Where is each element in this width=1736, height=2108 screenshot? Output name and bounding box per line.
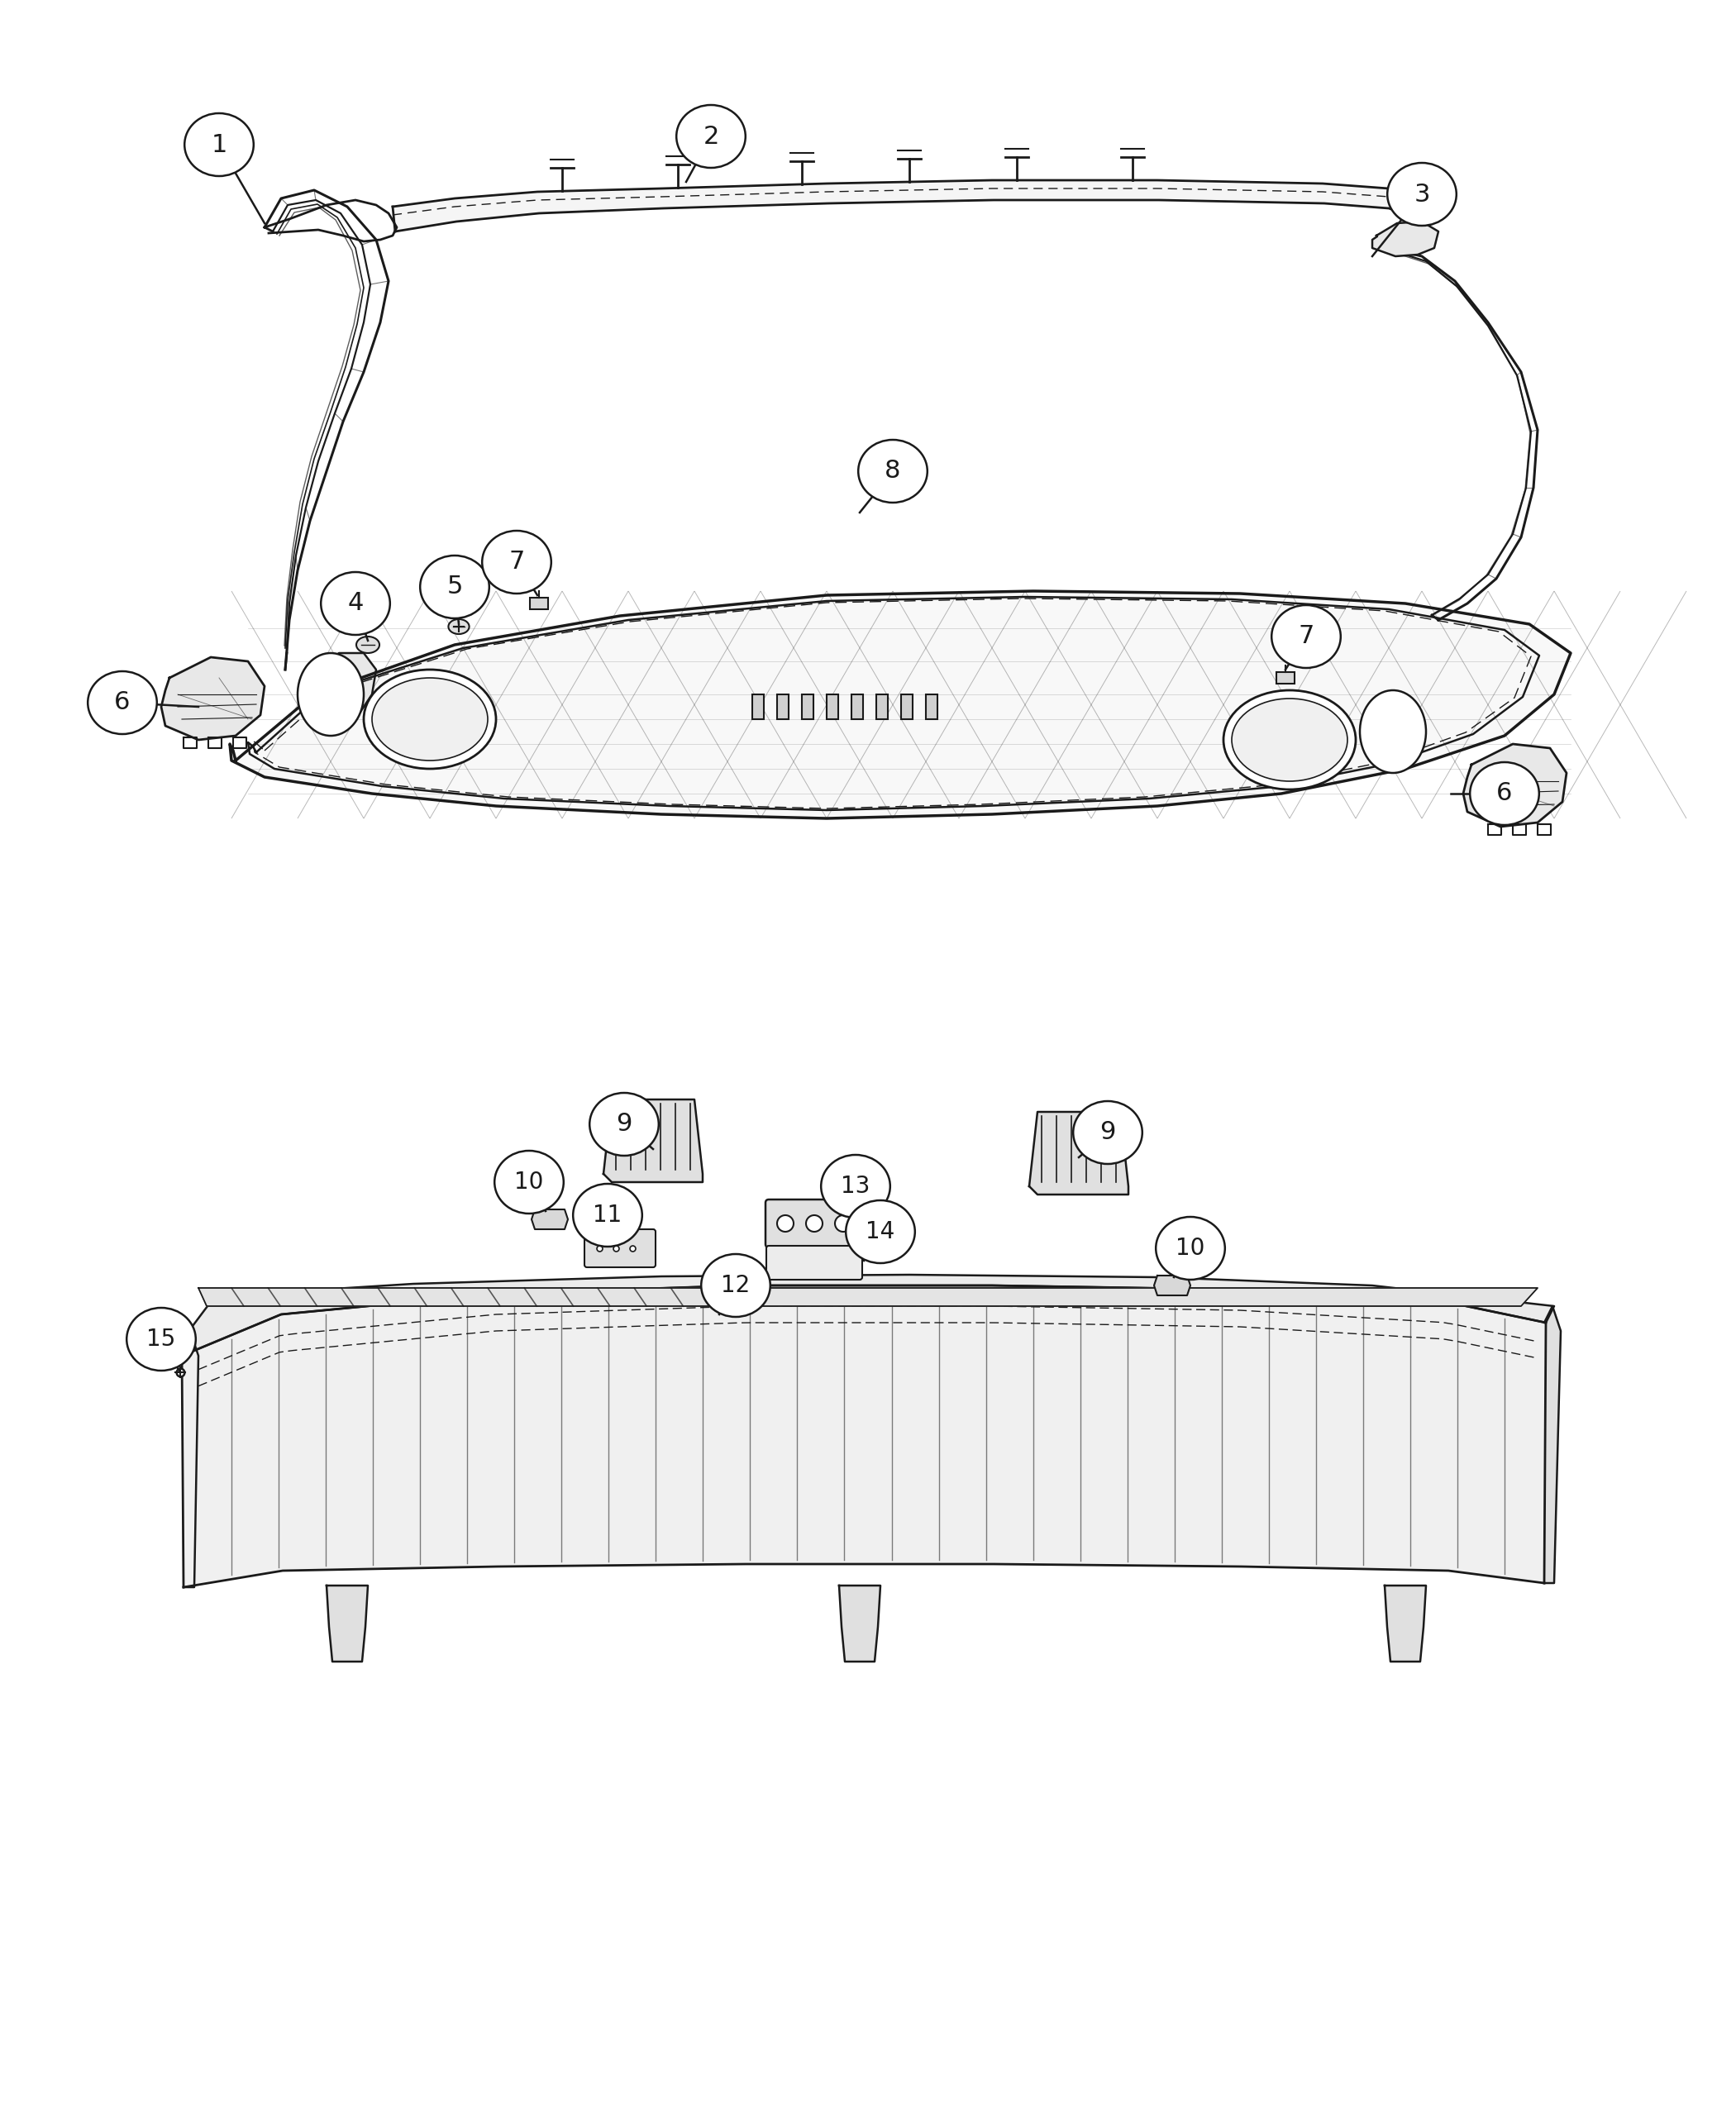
Ellipse shape [321, 571, 391, 635]
Ellipse shape [184, 114, 253, 177]
Bar [752, 694, 764, 719]
Ellipse shape [821, 1155, 891, 1218]
Ellipse shape [701, 1254, 771, 1318]
Ellipse shape [1387, 162, 1457, 226]
Ellipse shape [677, 105, 745, 169]
Ellipse shape [372, 679, 488, 761]
Text: 4: 4 [347, 592, 363, 616]
Bar [925, 694, 937, 719]
Ellipse shape [127, 1307, 196, 1370]
FancyBboxPatch shape [585, 1229, 656, 1267]
Bar [778, 694, 788, 719]
Ellipse shape [448, 620, 469, 635]
Text: 14: 14 [866, 1221, 896, 1244]
Text: 5: 5 [446, 575, 464, 599]
Text: 11: 11 [594, 1204, 621, 1227]
Polygon shape [326, 1585, 368, 1661]
Circle shape [835, 1214, 851, 1231]
Ellipse shape [1233, 698, 1347, 782]
Circle shape [806, 1214, 823, 1231]
Ellipse shape [573, 1185, 642, 1246]
Text: 8: 8 [885, 460, 901, 483]
Ellipse shape [1359, 689, 1425, 774]
FancyBboxPatch shape [766, 1246, 863, 1280]
Circle shape [778, 1214, 793, 1231]
Text: 9: 9 [616, 1113, 632, 1136]
Ellipse shape [495, 1151, 564, 1214]
Polygon shape [1385, 1585, 1425, 1661]
Polygon shape [182, 1330, 198, 1587]
Text: 3: 3 [1413, 181, 1430, 207]
Ellipse shape [1224, 689, 1356, 790]
Ellipse shape [356, 637, 380, 653]
Text: 9: 9 [1099, 1121, 1116, 1145]
Ellipse shape [1156, 1216, 1226, 1280]
Bar [802, 694, 814, 719]
Polygon shape [182, 1286, 1545, 1587]
Polygon shape [1154, 1275, 1191, 1296]
Text: 15: 15 [146, 1328, 175, 1351]
Ellipse shape [420, 557, 490, 618]
Bar [877, 694, 887, 719]
Polygon shape [531, 1210, 568, 1229]
Bar [901, 694, 913, 719]
Text: 7: 7 [1299, 624, 1314, 649]
Polygon shape [838, 1585, 880, 1661]
Ellipse shape [858, 441, 927, 502]
Ellipse shape [89, 670, 156, 734]
Text: 7: 7 [509, 550, 524, 573]
Bar [529, 599, 549, 609]
Text: 13: 13 [840, 1174, 870, 1197]
Ellipse shape [297, 653, 365, 736]
Polygon shape [229, 590, 1571, 818]
Ellipse shape [845, 1199, 915, 1263]
Polygon shape [161, 658, 264, 740]
Polygon shape [182, 1275, 1554, 1355]
Text: 1: 1 [212, 133, 227, 156]
Polygon shape [312, 653, 377, 723]
Polygon shape [1371, 221, 1439, 257]
Polygon shape [604, 1100, 703, 1183]
Text: 6: 6 [1496, 782, 1512, 805]
Ellipse shape [1271, 605, 1340, 668]
Ellipse shape [590, 1092, 658, 1155]
Ellipse shape [365, 670, 496, 769]
Polygon shape [1029, 1111, 1128, 1195]
Ellipse shape [483, 531, 552, 594]
Text: 6: 6 [115, 691, 130, 715]
Polygon shape [1463, 744, 1566, 826]
FancyBboxPatch shape [766, 1199, 871, 1248]
Bar [826, 694, 838, 719]
Text: 12: 12 [720, 1273, 750, 1296]
Text: 2: 2 [703, 124, 719, 148]
Bar [851, 694, 863, 719]
Ellipse shape [1470, 763, 1540, 824]
Polygon shape [198, 1288, 1538, 1307]
Text: 10: 10 [1175, 1237, 1205, 1261]
Ellipse shape [1073, 1100, 1142, 1164]
Text: 10: 10 [514, 1170, 543, 1193]
Polygon shape [1545, 1307, 1561, 1583]
Bar [1276, 672, 1295, 683]
